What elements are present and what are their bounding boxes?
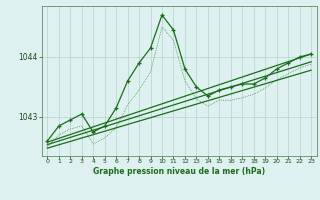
- X-axis label: Graphe pression niveau de la mer (hPa): Graphe pression niveau de la mer (hPa): [93, 167, 265, 176]
